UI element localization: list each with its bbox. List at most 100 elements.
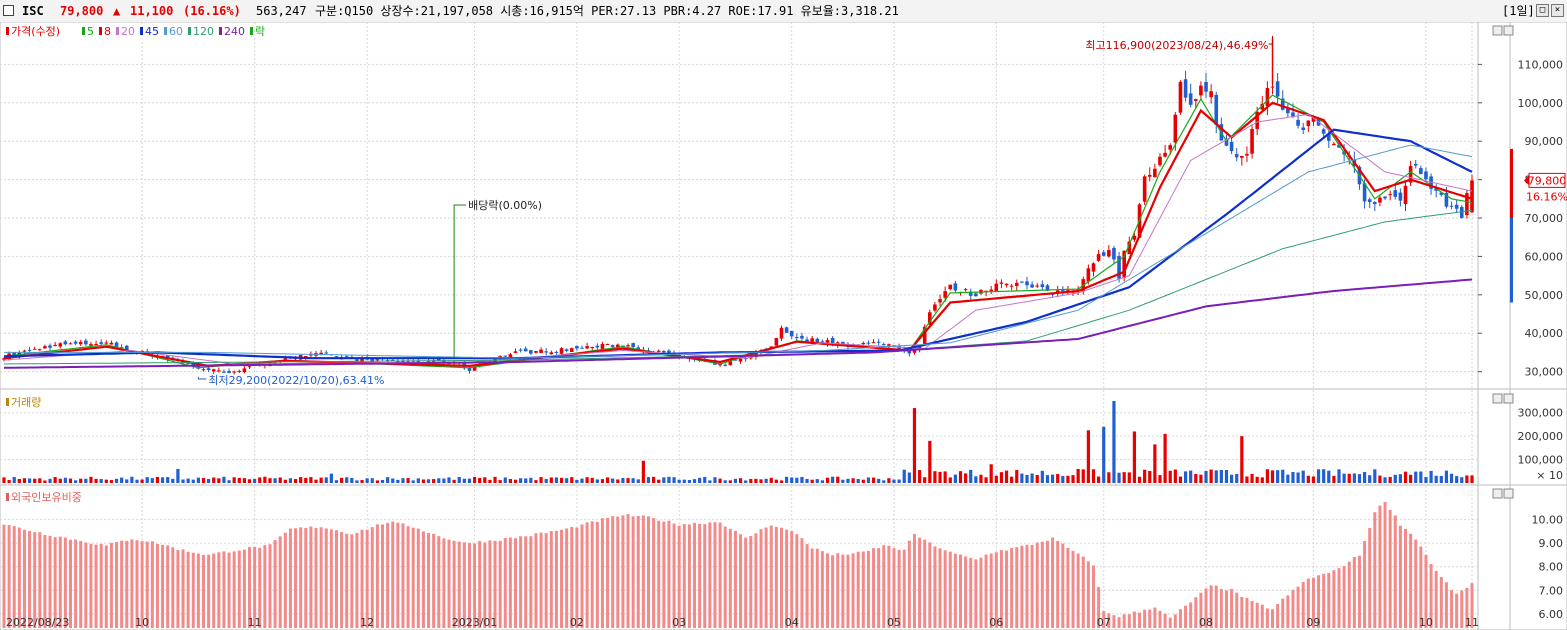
x-tick-label: 02: [570, 616, 584, 629]
candle-body: [1035, 285, 1040, 287]
foreign-bar: [84, 542, 88, 628]
foreign-bar: [524, 536, 528, 628]
volume-bar: [1255, 476, 1259, 483]
foreign-bar: [1281, 598, 1285, 628]
volume-bar: [1265, 469, 1270, 483]
candle-body: [1465, 193, 1469, 216]
volume-bar: [27, 478, 32, 483]
foreign-bar: [718, 522, 722, 628]
volume-bar: [171, 478, 175, 483]
price-tick-label: 110,000: [1518, 58, 1564, 71]
maximize-icon[interactable]: □: [1536, 4, 1549, 17]
foreign-bar: [1327, 573, 1331, 628]
foreign-bar: [912, 534, 916, 628]
foreign-bar: [150, 541, 154, 628]
foreign-bar: [1184, 605, 1188, 628]
volume-bar: [728, 480, 732, 483]
volume-bar: [299, 477, 303, 483]
candle-body: [1014, 282, 1019, 286]
candle-body: [1091, 263, 1096, 272]
panel-minimize-icon[interactable]: [1492, 488, 1503, 499]
panel-minimize-icon[interactable]: [1492, 25, 1503, 36]
foreign-bar: [89, 543, 93, 628]
select-checkbox[interactable]: [3, 5, 14, 16]
period-label[interactable]: [1일]: [1502, 4, 1535, 18]
candle-body: [1250, 128, 1254, 154]
price-tag: 79,800: [1528, 174, 1567, 187]
candle-body: [1229, 141, 1234, 152]
volume-bar: [1357, 474, 1362, 483]
candle-body: [554, 351, 559, 353]
candle-body: [1009, 285, 1014, 287]
foreign-bar: [207, 554, 211, 628]
panel-close-icon[interactable]: [1503, 488, 1514, 499]
foreign-bar: [892, 548, 896, 628]
panel-minimize-icon[interactable]: [1492, 393, 1503, 404]
foreign-bar: [1199, 592, 1203, 628]
volume-bar: [1071, 475, 1075, 483]
volume-bar: [1219, 469, 1223, 483]
foreign-bar: [1470, 583, 1474, 628]
candle-body: [626, 345, 630, 347]
candle-body: [575, 346, 579, 349]
candle-body: [569, 348, 574, 352]
foreign-bar: [447, 539, 451, 628]
foreign-bar: [1301, 582, 1305, 628]
candle-body: [431, 360, 436, 363]
foreign-bar: [1291, 589, 1295, 628]
volume-bar: [48, 478, 52, 483]
volume-bar: [181, 479, 185, 483]
volume-bar: [933, 471, 937, 483]
candle-body: [1020, 281, 1024, 283]
foreign-bar: [1025, 544, 1029, 628]
candle-body: [1122, 250, 1126, 278]
foreign-bar: [1224, 590, 1228, 628]
foreign-bar: [1005, 550, 1009, 628]
foreign-bar: [299, 527, 303, 628]
foreign-bar: [672, 523, 676, 628]
volume-bar: [733, 478, 738, 483]
candle-body: [1434, 188, 1438, 191]
foreign-bar: [1107, 613, 1111, 628]
foreign-bar: [1450, 590, 1454, 628]
foreign-bar: [135, 540, 139, 628]
volume-bar: [529, 477, 533, 483]
foreign-bar: [779, 527, 783, 628]
close-icon[interactable]: ×: [1551, 4, 1564, 17]
volume-bar: [779, 480, 784, 483]
foreign-bar: [1286, 595, 1290, 628]
volume-bar: [800, 476, 804, 483]
panel-close-icon[interactable]: [1503, 393, 1514, 404]
candle-body: [63, 341, 68, 345]
ma20-line: [3, 113, 1473, 365]
candle-body: [1413, 163, 1418, 166]
foreign-bar: [79, 541, 83, 628]
volume-bar: [360, 479, 364, 483]
foreign-bar: [969, 557, 973, 628]
volume-bar: [201, 478, 206, 483]
foreign-bar: [907, 540, 911, 628]
foreign-bar: [365, 529, 369, 628]
foreign-bar: [48, 535, 52, 628]
volume-bar: [1429, 470, 1433, 483]
foreign-bar: [227, 552, 231, 628]
candle-body: [999, 282, 1004, 284]
panel-close-icon[interactable]: [1503, 25, 1514, 36]
volume-bar: [1199, 474, 1203, 483]
candle-body: [232, 371, 236, 373]
candle-body: [631, 343, 635, 348]
volume-bar: [1409, 474, 1413, 483]
foreign-bar: [283, 532, 287, 628]
foreign-bar: [1076, 553, 1080, 628]
volume-bar: [1347, 473, 1351, 483]
candle-body: [360, 358, 364, 363]
volume-bar: [1439, 475, 1443, 483]
candle-body: [99, 342, 103, 344]
volume-bar: [74, 480, 78, 483]
candle-body: [948, 284, 953, 290]
foreign-bar: [294, 528, 298, 628]
foreign-bar: [68, 539, 72, 628]
foreign-bar: [560, 529, 564, 628]
foreign-bar: [616, 516, 620, 628]
candle-body: [871, 342, 876, 344]
